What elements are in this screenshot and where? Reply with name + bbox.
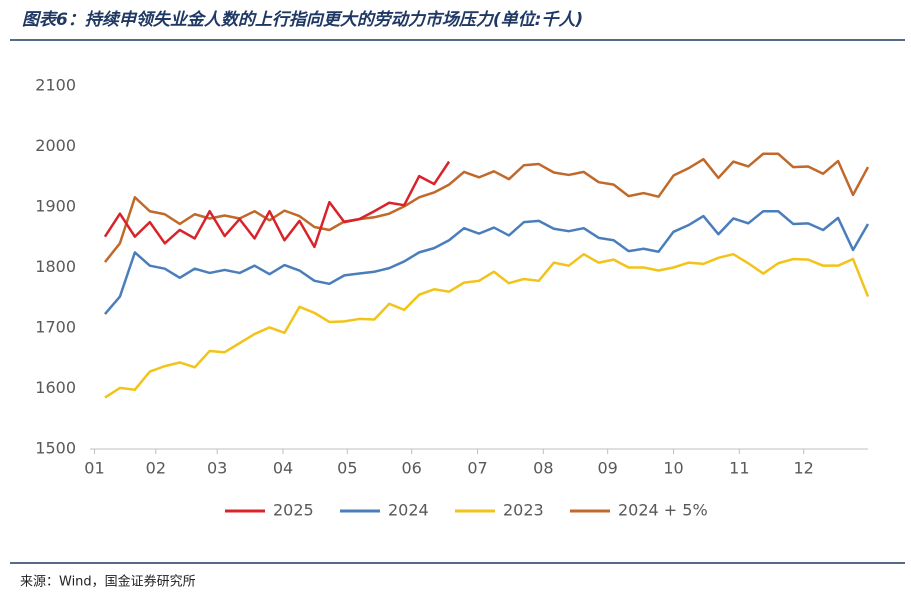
series-line [103, 160, 451, 249]
x-tick-label: 03 [207, 459, 227, 478]
x-tick-label: 10 [663, 459, 683, 478]
y-tick-label: 1900 [35, 197, 76, 216]
x-tick-label: 05 [337, 459, 357, 478]
x-tick-label: 12 [793, 459, 813, 478]
series-line [103, 152, 870, 263]
y-tick-label: 2100 [35, 76, 76, 95]
legend-label: 2023 [503, 501, 544, 520]
x-tick-label: 07 [467, 459, 487, 478]
legend-label: 2024 [388, 501, 429, 520]
chart-title: 图表6：持续申领失业金人数的上行指向更大的劳动力市场压力(单位:千人) [22, 10, 583, 30]
y-tick-label: 2000 [35, 136, 76, 155]
x-tick-label: 04 [273, 459, 293, 478]
y-tick-label: 1600 [35, 378, 76, 397]
legend-label: 2025 [273, 501, 314, 520]
y-tick-label: 1500 [35, 439, 76, 458]
x-tick-label: 11 [729, 459, 749, 478]
series-line [104, 252, 870, 399]
x-tick-label: 08 [533, 459, 553, 478]
x-tick-label: 02 [146, 459, 166, 478]
x-tick-label: 09 [597, 459, 617, 478]
series-line [104, 209, 870, 315]
legend-label: 2024 + 5% [618, 501, 708, 520]
x-tick-label: 06 [401, 459, 421, 478]
source: 来源：Wind，国金证券研究所 [20, 574, 196, 590]
x-tick-label: 01 [84, 459, 104, 478]
y-tick-label: 1800 [35, 257, 76, 276]
y-tick-label: 1700 [35, 318, 76, 337]
